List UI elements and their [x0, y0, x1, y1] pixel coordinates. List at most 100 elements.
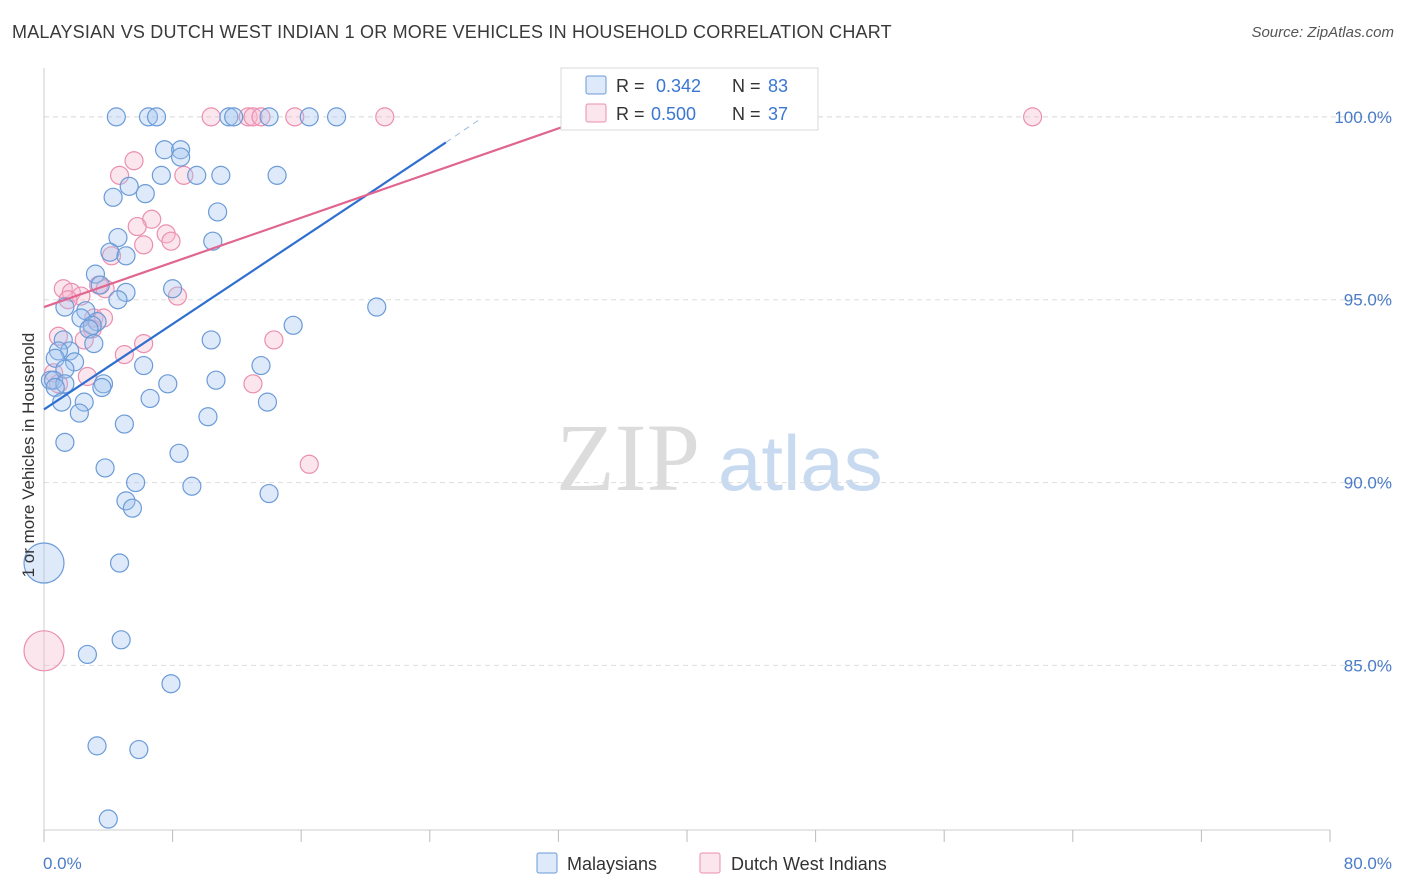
point-malaysians — [106, 107, 126, 127]
point-malaysians — [111, 630, 131, 650]
watermark-zip: ZIP — [556, 404, 700, 511]
point-malaysians — [154, 140, 175, 160]
point-malaysians — [187, 165, 207, 185]
point-malaysians — [87, 736, 107, 756]
legend-n-value-malaysians: 83 — [768, 76, 788, 96]
point-malaysians — [77, 644, 98, 665]
point-malaysians — [171, 147, 191, 167]
point-dutch-west-indians — [1023, 107, 1043, 127]
legend-r-label: R = — [616, 76, 645, 96]
trend-line-malaysians-extension — [445, 120, 479, 143]
point-malaysians — [126, 472, 146, 493]
point-dutch-west-indians — [299, 454, 319, 474]
legend-r-label: R = — [616, 104, 645, 124]
point-malaysians — [211, 165, 231, 185]
point-malaysians — [116, 491, 136, 511]
point-malaysians — [98, 809, 118, 829]
point-malaysians — [163, 279, 183, 299]
point-malaysians — [219, 107, 239, 127]
point-dutch-west-indians — [264, 330, 284, 350]
legend-swatch-dutch-west-indians — [585, 103, 607, 123]
point-malaysians — [23, 542, 65, 584]
bottom-legend-swatch-malaysians — [536, 852, 558, 874]
point-malaysians — [44, 370, 64, 390]
y-tick-label: 85.0% — [1344, 656, 1392, 675]
point-malaysians — [259, 483, 279, 504]
y-tick-label: 95.0% — [1344, 291, 1392, 310]
point-malaysians — [169, 443, 189, 463]
point-malaysians — [71, 308, 91, 328]
point-malaysians — [95, 458, 115, 478]
source-credit: Source: ZipAtlas.com — [1251, 24, 1394, 41]
point-dutch-west-indians — [243, 374, 263, 394]
trend-lines — [43, 93, 656, 411]
trend-line-dutch-west-indians — [43, 93, 656, 309]
point-dutch-west-indians — [74, 330, 94, 350]
point-malaysians — [134, 355, 154, 376]
point-malaysians — [251, 355, 271, 376]
point-dutch-west-indians — [109, 165, 130, 185]
point-malaysians — [108, 290, 128, 310]
point-malaysians — [55, 432, 75, 452]
point-malaysians — [122, 498, 143, 518]
point-malaysians — [283, 315, 303, 335]
point-dutch-west-indians — [134, 235, 154, 255]
point-malaysians — [158, 374, 178, 394]
point-dutch-west-indians — [77, 366, 98, 387]
point-malaysians — [151, 165, 171, 185]
point-malaysians — [119, 176, 139, 196]
point-malaysians — [84, 334, 104, 354]
point-malaysians — [198, 407, 218, 427]
point-malaysians — [74, 392, 94, 412]
axes — [43, 68, 1331, 842]
point-malaysians — [55, 374, 75, 394]
point-dutch-west-indians — [161, 231, 181, 251]
point-malaysians — [182, 476, 202, 496]
point-malaysians — [326, 107, 347, 127]
legend-swatch-malaysians — [585, 75, 607, 95]
point-malaysians — [257, 392, 278, 412]
y-tick-label: 100.0% — [1334, 108, 1392, 127]
point-malaysians — [299, 107, 319, 127]
point-dutch-west-indians — [285, 107, 305, 127]
point-malaysians — [55, 297, 75, 317]
legend-r-value-malaysians: 0.342 — [656, 76, 701, 96]
legend-n-label: N = — [732, 76, 761, 96]
legend-r-value-dutch-west-indians: 0.500 — [651, 104, 696, 124]
point-dutch-west-indians — [201, 107, 221, 127]
stats-legend-box — [560, 67, 819, 131]
x-tick-label-min: 0.0% — [43, 854, 82, 873]
point-malaysians — [135, 184, 155, 204]
point-malaysians — [64, 352, 85, 372]
point-malaysians — [53, 330, 73, 350]
point-malaysians — [138, 107, 159, 127]
stats-legend: R = 0.342 N = 83 R = 0.500 N = 37 — [560, 67, 819, 131]
point-malaysians — [52, 392, 72, 412]
point-malaysians — [208, 202, 228, 222]
point-dutch-west-indians — [127, 216, 147, 237]
legend-n-label: N = — [732, 104, 761, 124]
point-malaysians — [146, 107, 167, 127]
watermark-atlas: atlas — [718, 419, 883, 507]
point-malaysians — [140, 388, 160, 409]
x-tick-label-max: 80.0% — [1344, 854, 1392, 873]
gridlines — [44, 116, 1392, 666]
point-malaysians — [116, 246, 136, 266]
legend-n-value-dutch-west-indians: 37 — [768, 104, 788, 124]
point-malaysians — [108, 227, 128, 248]
point-malaysians — [367, 297, 387, 317]
point-dutch-west-indians — [23, 630, 65, 672]
bottom-legend-label-malaysians: Malaysians — [567, 854, 657, 874]
point-malaysians — [85, 264, 106, 284]
point-malaysians — [267, 165, 287, 185]
point-malaysians — [100, 242, 120, 262]
series-legend: Malaysians Dutch West Indians — [536, 852, 887, 874]
point-malaysians — [114, 414, 134, 434]
point-malaysians — [45, 348, 65, 368]
point-malaysians — [224, 107, 244, 127]
point-dutch-west-indians — [124, 151, 144, 171]
point-malaysians — [161, 674, 181, 694]
y-tick-label: 90.0% — [1344, 474, 1392, 493]
point-malaysians — [79, 319, 99, 339]
